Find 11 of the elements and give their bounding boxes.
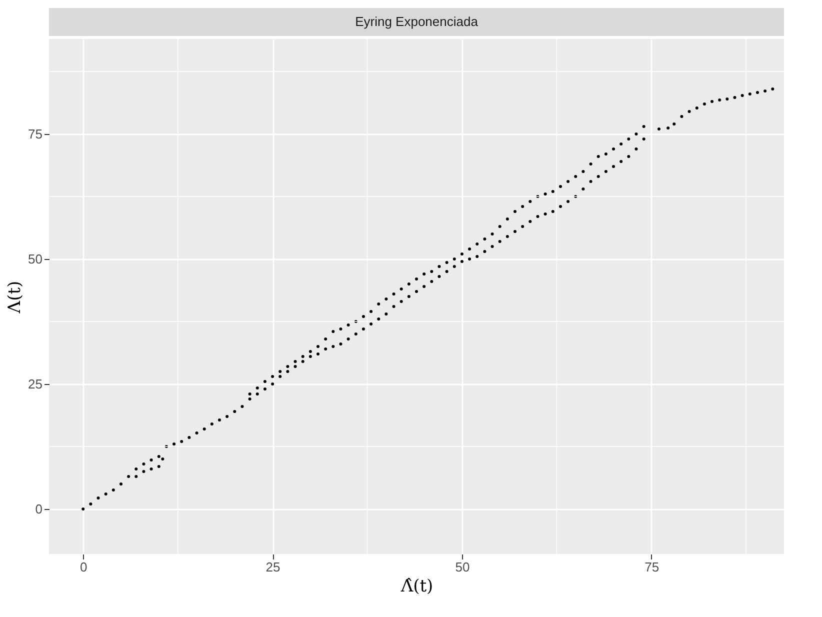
x-axis-title: Λ̂(t) [400,576,434,596]
y-tick-label: 0 [35,502,42,516]
y-tick-label: 25 [28,376,42,392]
chart-title: Eyring Exponenciada [355,14,479,29]
x-tick-label: 75 [644,560,660,574]
x-tick-label: 50 [455,560,470,574]
x-tick-label: 0 [80,560,88,574]
y-axis-title: Λ(t) [5,280,26,314]
x-tick-label: 25 [266,560,280,574]
y-tick-label: 50 [28,252,42,266]
y-tick-label: 75 [28,126,42,142]
